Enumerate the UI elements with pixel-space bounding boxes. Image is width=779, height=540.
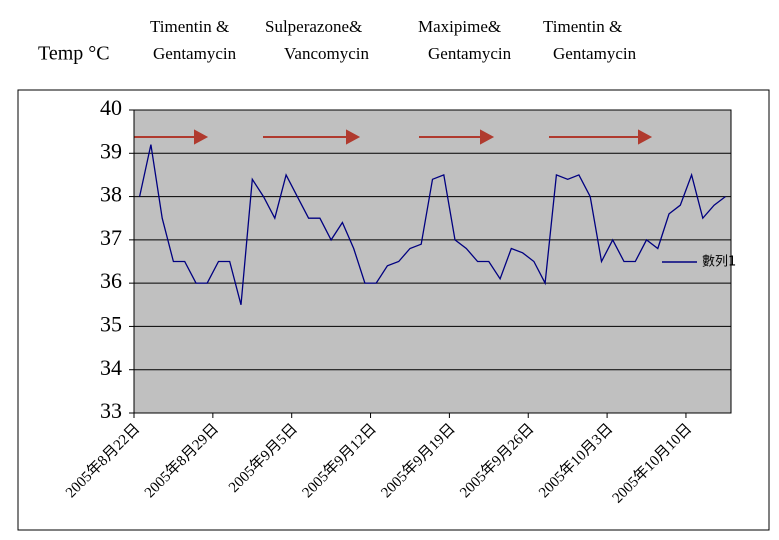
- annotation: Gentamycin: [428, 44, 512, 63]
- series-line: [138, 144, 726, 305]
- annotation: Timentin &: [543, 17, 622, 36]
- annotation: Vancomycin: [284, 44, 369, 63]
- y-tick-label: 37: [100, 225, 122, 250]
- arrow-head: [638, 129, 653, 145]
- y-tick-label: 36: [100, 268, 122, 293]
- arrow-head: [194, 129, 209, 145]
- annotation: Maxipime&: [418, 17, 501, 36]
- arrows: [134, 129, 653, 145]
- annotation: Gentamycin: [153, 44, 237, 63]
- y-tick-label: 33: [100, 398, 122, 423]
- y-tick-label: 35: [100, 311, 122, 336]
- arrow-head: [346, 129, 361, 145]
- y-tick-label: 38: [100, 182, 122, 207]
- arrow-head: [480, 129, 495, 145]
- y-tick-label: 39: [100, 138, 122, 163]
- annotation: Gentamycin: [553, 44, 637, 63]
- y-axis-label: Temp °C: [38, 43, 110, 65]
- legend-label: 數列1: [702, 255, 736, 270]
- plot-border: [133, 109, 732, 414]
- annotation: Sulperazone&: [265, 17, 362, 36]
- annotation: Timentin &: [150, 17, 229, 36]
- y-tick-label: 40: [100, 95, 122, 120]
- y-tick-label: 34: [100, 355, 122, 380]
